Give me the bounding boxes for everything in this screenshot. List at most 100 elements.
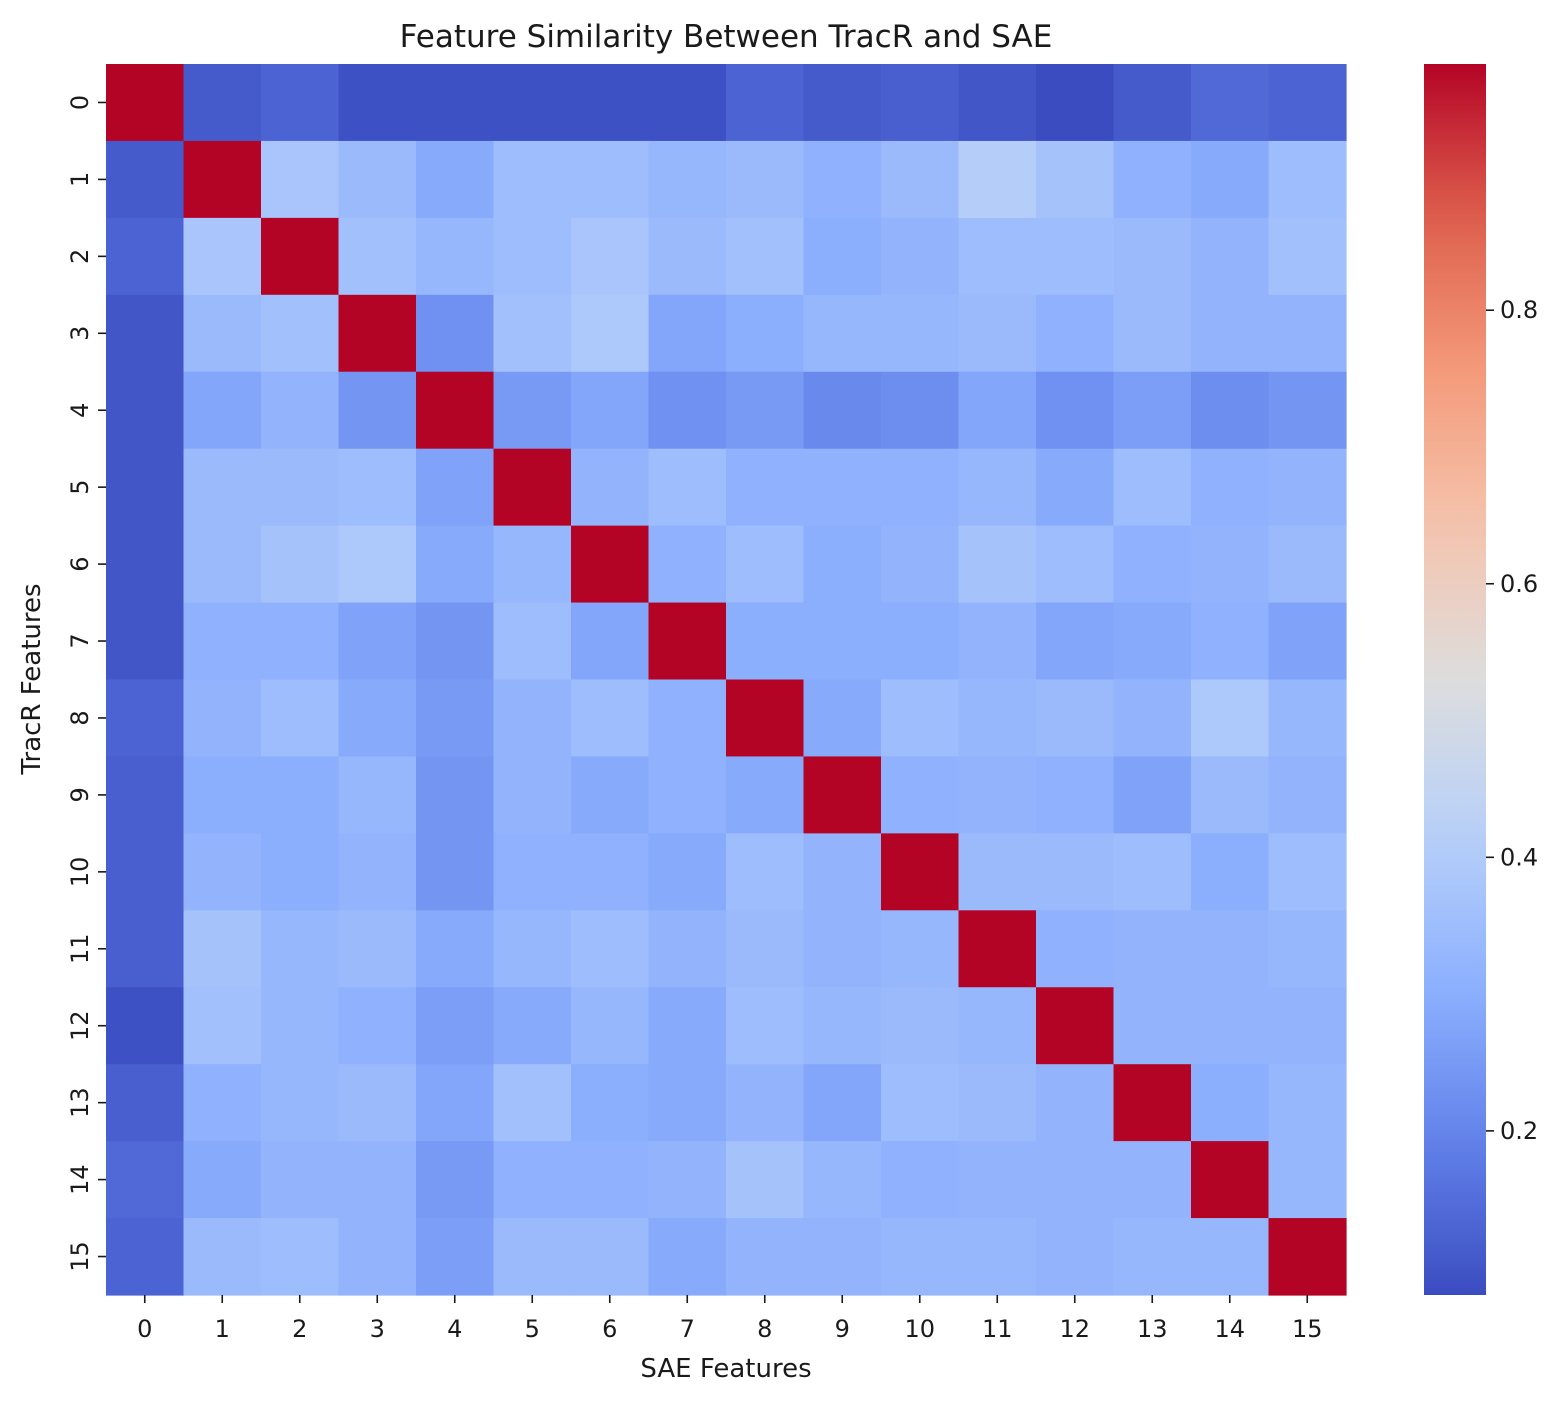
y-tick-label-5: 5 — [66, 480, 94, 495]
heatmap-cell-13-1 — [183, 1064, 262, 1142]
heatmap-cell-1-0 — [106, 140, 185, 219]
heatmap-cell-7-2 — [261, 602, 340, 681]
heatmap-cell-1-1 — [183, 140, 262, 219]
heatmap-cell-6-2 — [261, 525, 340, 604]
heatmap-cell-9-12 — [1036, 756, 1115, 834]
heatmap-cell-2-7 — [648, 217, 727, 296]
y-tick-label-2: 2 — [66, 249, 94, 264]
heatmap-cell-2-9 — [803, 217, 882, 296]
heatmap-cell-3-10 — [881, 294, 960, 373]
x-tick-label-4: 4 — [447, 1315, 462, 1343]
heatmap-cells — [106, 64, 1347, 1296]
heatmap-cell-13-2 — [261, 1064, 340, 1142]
heatmap-cell-14-1 — [183, 1141, 262, 1219]
heatmap-cell-15-8 — [726, 1218, 805, 1296]
colorbar-tick-label-3: 0.8 — [1500, 296, 1538, 324]
heatmap-cell-13-6 — [571, 1064, 650, 1142]
heatmap-cell-1-14 — [1191, 140, 1270, 219]
heatmap-cell-10-13 — [1113, 833, 1192, 911]
heatmap-cell-1-2 — [261, 140, 340, 219]
heatmap-cell-2-14 — [1191, 217, 1270, 296]
heatmap-cell-4-0 — [106, 371, 185, 450]
heatmap-cell-7-6 — [571, 602, 650, 681]
heatmap-cell-7-1 — [183, 602, 262, 681]
heatmap-cell-9-3 — [338, 756, 417, 834]
heatmap-cell-11-15 — [1268, 910, 1347, 988]
heatmap-cell-6-14 — [1191, 525, 1270, 604]
heatmap-cell-11-0 — [106, 910, 185, 988]
heatmap-cell-6-10 — [881, 525, 960, 604]
heatmap-cell-10-11 — [958, 833, 1037, 911]
heatmap-cell-14-4 — [416, 1141, 495, 1219]
x-tick-label-14: 14 — [1214, 1315, 1245, 1343]
heatmap-cell-0-5 — [493, 64, 572, 142]
heatmap-cell-12-2 — [261, 987, 340, 1065]
heatmap-cell-15-5 — [493, 1218, 572, 1296]
heatmap-cell-3-4 — [416, 294, 495, 373]
heatmap-cell-4-4 — [416, 371, 495, 450]
heatmap-cell-15-1 — [183, 1218, 262, 1296]
heatmap-cell-1-3 — [338, 140, 417, 219]
heatmap-cell-3-1 — [183, 294, 262, 373]
heatmap-cell-7-13 — [1113, 602, 1192, 681]
heatmap-cell-6-6 — [571, 525, 650, 604]
x-tick-label-13: 13 — [1137, 1315, 1168, 1343]
heatmap-cell-11-5 — [493, 910, 572, 988]
heatmap-cell-1-7 — [648, 140, 727, 219]
colorbar — [1424, 64, 1486, 1295]
heatmap-cell-13-15 — [1268, 1064, 1347, 1142]
y-tick-label-15: 15 — [66, 1241, 94, 1272]
heatmap-cell-12-8 — [726, 987, 805, 1065]
heatmap-cell-7-10 — [881, 602, 960, 681]
heatmap-cell-7-15 — [1268, 602, 1347, 681]
heatmap-cell-0-10 — [881, 64, 960, 142]
heatmap-cell-8-3 — [338, 679, 417, 758]
heatmap-cell-3-13 — [1113, 294, 1192, 373]
heatmap-cell-3-3 — [338, 294, 417, 373]
y-tick-label-12: 12 — [66, 1010, 94, 1041]
heatmap-cell-14-2 — [261, 1141, 340, 1219]
heatmap-cell-14-3 — [338, 1141, 417, 1219]
heatmap-cell-15-6 — [571, 1218, 650, 1296]
heatmap-cell-14-0 — [106, 1141, 185, 1219]
heatmap-cell-4-2 — [261, 371, 340, 450]
heatmap-cell-5-3 — [338, 448, 417, 527]
heatmap-cell-14-7 — [648, 1141, 727, 1219]
y-tick-label-0: 0 — [66, 95, 94, 110]
heatmap-cell-14-11 — [958, 1141, 1037, 1219]
heatmap-cell-0-0 — [106, 64, 185, 142]
heatmap-cell-7-8 — [726, 602, 805, 681]
heatmap-cell-12-3 — [338, 987, 417, 1065]
heatmap-cell-11-10 — [881, 910, 960, 988]
heatmap-cell-0-12 — [1036, 64, 1115, 142]
x-tick-label-2: 2 — [292, 1315, 307, 1343]
heatmap-cell-9-5 — [493, 756, 572, 834]
colorbar-ticks: 0.2 0.4 0.6 0.8 — [1486, 296, 1538, 1145]
heatmap-cell-15-12 — [1036, 1218, 1115, 1296]
heatmap-cell-1-5 — [493, 140, 572, 219]
heatmap-cell-7-0 — [106, 602, 185, 681]
heatmap-cell-4-5 — [493, 371, 572, 450]
heatmap-cell-0-13 — [1113, 64, 1192, 142]
heatmap-cell-10-6 — [571, 833, 650, 911]
heatmap-cell-13-0 — [106, 1064, 185, 1142]
heatmap-cell-2-13 — [1113, 217, 1192, 296]
y-tick-label-9: 9 — [66, 787, 94, 802]
heatmap-cell-9-13 — [1113, 756, 1192, 834]
heatmap-cell-1-11 — [958, 140, 1037, 219]
heatmap-cell-5-10 — [881, 448, 960, 527]
heatmap-cell-5-9 — [803, 448, 882, 527]
y-tick-label-11: 11 — [66, 934, 94, 965]
heatmap-cell-4-10 — [881, 371, 960, 450]
heatmap-cell-3-12 — [1036, 294, 1115, 373]
heatmap-cell-11-12 — [1036, 910, 1115, 988]
heatmap-cell-5-1 — [183, 448, 262, 527]
heatmap-cell-4-11 — [958, 371, 1037, 450]
heatmap-cell-14-5 — [493, 1141, 572, 1219]
heatmap-cell-2-10 — [881, 217, 960, 296]
x-axis-label: SAE Features — [640, 1354, 811, 1384]
heatmap-cell-6-7 — [648, 525, 727, 604]
y-tick-label-7: 7 — [66, 633, 94, 648]
heatmap-cell-12-5 — [493, 987, 572, 1065]
heatmap-cell-10-7 — [648, 833, 727, 911]
